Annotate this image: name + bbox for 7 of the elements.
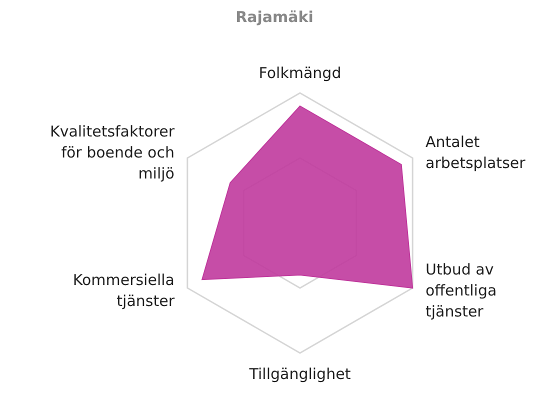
spoke-label: Folkmängd	[258, 64, 342, 82]
spoke-label: Kommersiella tjänster	[72, 271, 176, 310]
spoke-label: Utbud av offentliga tjänster	[426, 260, 497, 320]
spoke-label: Kvalitetsfaktorer för boende och miljö	[50, 122, 176, 182]
spoke-label: Tillgänglighet	[248, 365, 351, 383]
spoke-label: Antalet arbetsplatser	[426, 133, 526, 172]
chart-title: Rajamäki	[234, 7, 314, 28]
